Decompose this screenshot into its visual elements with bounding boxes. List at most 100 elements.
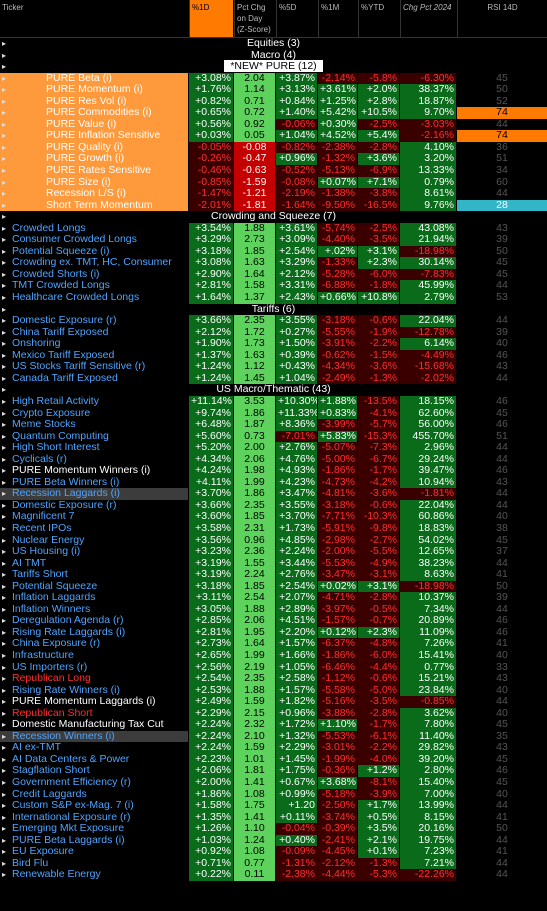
row-name[interactable]: ▸ Credit Laggards: [0, 789, 188, 801]
table-row[interactable]: ▸ Quantum Computing +5.60% 0.73 -7.01% +5.83%…: [0, 430, 547, 443]
table-row[interactable]: ▸ PURE Beta Laggards (i) +1.03% 1.24 +0.40% -…: [0, 834, 547, 847]
table-row[interactable]: ▸ AI ex-TMT +2.24% 1.59 +2.29% -3.01% -2.2% 29.…: [0, 742, 547, 754]
table-row[interactable]: ▸ PURE Momentum Winners (i) +4.24% 1.98 +4.9…: [0, 465, 547, 477]
table-row[interactable]: ▸ Infrastructure +2.65% 1.99 +1.66% -1.86% -6.…: [0, 649, 547, 662]
row-name[interactable]: ▸ Rising Rate Laggards (i): [0, 627, 188, 639]
table-row[interactable]: ▸ Canada Tariff Exposed +1.24% 1.45 +1.04% -2…: [0, 372, 547, 385]
row-name[interactable]: ▸ TMT Crowded Longs: [0, 280, 188, 292]
table-row[interactable]: ▸ Inflation Winners +3.05% 1.88 +2.89% -3.97%…: [0, 603, 547, 616]
row-name[interactable]: ▸ Infrastructure: [0, 650, 188, 662]
table-row[interactable]: ▸ PURE Beta Winners (i) +4.11% 1.99 +4.23% -4…: [0, 476, 547, 489]
table-row[interactable]: ▸ Emerging Mkt Exposure +1.26% 1.10 -0.04% -0…: [0, 823, 547, 835]
row-name[interactable]: ▸ International Exposure (r): [0, 812, 188, 824]
row-name[interactable]: ▸ PURE Commodities (i): [0, 107, 188, 119]
table-row[interactable]: ▸ China Tariff Exposed +2.12% 1.72 +0.27% -5.…: [0, 326, 547, 339]
table-row[interactable]: ▸ Crypto Exposure +9.74% 1.86 +11.33% +0.83% -…: [0, 407, 547, 420]
table-row[interactable]: ▸ Custom S&P ex-Mag. 7 (i) +1.58% 1.75 +1.20…: [0, 800, 547, 812]
row-name[interactable]: ▸ High Short Interest: [0, 442, 188, 454]
table-row[interactable]: ▸ Healthcare Crowded Longs +1.64% 1.37 +2.43…: [0, 292, 547, 304]
table-row[interactable]: ▸ Nuclear Energy +3.56% 0.96 +4.85% -2.98% -2.…: [0, 534, 547, 547]
table-row[interactable]: ▸ PURE Res Vol (i) +0.82% 0.71 +0.84% +1.25% +…: [0, 95, 547, 108]
table-row[interactable]: ▸ EU Exposure +0.92% 1.08 -0.09% -4.45% +0.1% 7…: [0, 846, 547, 858]
expand-arrow-icon[interactable]: ▸: [2, 62, 7, 72]
row-name[interactable]: ▸ PURE Inflation Sensitive: [0, 130, 188, 142]
table-row[interactable]: ▸ Magnificent 7 +3.60% 1.85 +3.70% -7.71% -10.…: [0, 511, 547, 523]
header-1d[interactable]: %1D: [189, 0, 233, 37]
row-name[interactable]: ▸ PURE Rates Sensitive: [0, 165, 188, 177]
expand-arrow-icon[interactable]: ▸: [2, 304, 7, 314]
table-row[interactable]: ▸ Stagflation Short +2.06% 1.81 +1.75% -0.36%…: [0, 765, 547, 777]
table-row[interactable]: ▸ High Short Interest +5.20% 2.00 +2.76% -5.0…: [0, 442, 547, 454]
row-name[interactable]: ▸ PURE Beta Winners (i): [0, 477, 188, 489]
expand-arrow-icon[interactable]: ▸: [2, 212, 7, 222]
row-name[interactable]: ▸ PURE Momentum Winners (i): [0, 465, 188, 477]
row-name[interactable]: ▸ US Housing (i): [0, 546, 188, 558]
row-name[interactable]: ▸ Rising Rate Winners (i): [0, 685, 188, 697]
table-row[interactable]: ▸ International Exposure (r) +1.35% 1.41 +0.…: [0, 811, 547, 824]
table-row[interactable]: ▸ Crowded Shorts (i) +2.90% 1.64 +2.12% -5.28…: [0, 268, 547, 281]
header-ytd[interactable]: %YTD: [358, 0, 399, 37]
table-row[interactable]: ▸ Recession L/S (i) -1.47% -1.21 -2.19% -1.38…: [0, 188, 547, 200]
table-row[interactable]: ▸ Domestic Manufacturing Tax Cut +2.24% 2.3…: [0, 719, 547, 731]
section-header[interactable]: ▸ US Macro/Thematic (43): [0, 384, 547, 396]
table-row[interactable]: ▸ PURE Inflation Sensitive +0.03% 0.05 +1.04…: [0, 130, 547, 142]
table-row[interactable]: ▸ AI TMT +3.19% 1.55 +3.44% -5.53% -4.9% 38.23%…: [0, 557, 547, 570]
table-row[interactable]: ▸ PURE Commodities (i) +0.65% 0.72 +1.40% +5.…: [0, 107, 547, 119]
row-name[interactable]: ▸ PURE Momentum (i): [0, 84, 188, 96]
row-name[interactable]: ▸ Emerging Mkt Exposure: [0, 823, 188, 835]
row-name[interactable]: ▸ Cyclicals (r): [0, 454, 188, 466]
table-row[interactable]: ▸ Domestic Exposure (r) +3.66% 2.35 +3.55% -3…: [0, 499, 547, 512]
row-name[interactable]: ▸ Inflation Winners: [0, 604, 188, 616]
table-row[interactable]: ▸ Inflation Laggards +3.11% 2.54 +2.07% -4.71…: [0, 592, 547, 604]
row-name[interactable]: ▸ PURE Value (i): [0, 118, 188, 131]
table-row[interactable]: ▸ US Stocks Tariff Sensitive (r) +1.24% 1.1…: [0, 361, 547, 373]
row-name[interactable]: ▸ PURE Quality (i): [0, 141, 188, 154]
row-name[interactable]: ▸ Recent IPOs: [0, 523, 188, 535]
table-row[interactable]: ▸ Tariffs Short +3.19% 2.24 +2.76% -3.47% -3.1…: [0, 569, 547, 581]
row-name[interactable]: ▸ Nuclear Energy: [0, 535, 188, 547]
expand-arrow-icon[interactable]: ▸: [2, 385, 7, 395]
table-row[interactable]: ▸ Crowding ex. TMT, HC, Consumer +3.08% 1.6…: [0, 257, 547, 269]
table-row[interactable]: ▸ US Housing (i) +3.23% 2.36 +2.24% -2.00% -5.…: [0, 546, 547, 558]
row-name[interactable]: ▸ Republican Short: [0, 708, 188, 720]
row-name[interactable]: ▸ Renewable Energy: [0, 869, 188, 881]
table-row[interactable]: ▸ Consumer Crowded Longs +3.29% 2.73 +3.09% -…: [0, 234, 547, 246]
table-row[interactable]: ▸ US Importers (r) +2.56% 2.19 +1.05% -6.46% -…: [0, 661, 547, 674]
table-row[interactable]: ▸ PURE Rates Sensitive -0.46% -0.63 -0.52% -5…: [0, 165, 547, 177]
table-row[interactable]: ▸ PURE Value (i) +0.56% 0.92 -0.06% +0.30% -2.…: [0, 118, 547, 131]
table-row[interactable]: ▸ Credit Laggards +1.86% 1.08 +0.99% -5.18% -3…: [0, 788, 547, 801]
expand-arrow-icon[interactable]: ▸: [2, 39, 7, 48]
row-name[interactable]: ▸ Quantum Computing: [0, 431, 188, 443]
row-name[interactable]: ▸ Inflation Laggards: [0, 592, 188, 604]
row-name[interactable]: ▸ Onshoring: [0, 338, 188, 350]
table-row[interactable]: ▸ Republican Short +2.29% 2.15 +0.96% -3.88% -…: [0, 707, 547, 720]
table-row[interactable]: ▸ Cyclicals (r) +4.34% 2.06 +4.76% -5.00% -6.7…: [0, 453, 547, 466]
row-name[interactable]: ▸ Healthcare Crowded Longs: [0, 292, 188, 304]
table-row[interactable]: ▸ Recent IPOs +3.58% 2.31 +1.73% -5.91% -9.8% 1…: [0, 522, 547, 535]
table-row[interactable]: ▸ Recession Laggards (i) +3.70% 1.86 +3.47% -…: [0, 488, 547, 500]
table-row[interactable]: ▸ Republican Long +2.54% 2.35 +2.58% -1.12% -0…: [0, 673, 547, 685]
table-row[interactable]: ▸ Government Efficiency (r) +2.00% 1.41 +0.6…: [0, 777, 547, 789]
row-name[interactable]: ▸ Recession Laggards (i): [0, 488, 188, 500]
row-name[interactable]: ▸ Stagflation Short: [0, 765, 188, 777]
header-rsi[interactable]: RSI 14D: [457, 0, 547, 37]
row-name[interactable]: ▸ High Retail Activity: [0, 396, 188, 408]
row-name[interactable]: ▸ Bird Flu: [0, 858, 188, 870]
row-name[interactable]: ▸ AI Data Centers & Power: [0, 754, 188, 766]
section-header[interactable]: ▸ Macro (4): [0, 49, 547, 62]
table-row[interactable]: ▸ PURE Size (i) -0.85% -1.59 -0.08% +0.07% +7.…: [0, 176, 547, 189]
row-name[interactable]: ▸ Magnificent 7: [0, 511, 188, 523]
header-2024[interactable]: Chg Pct 2024: [400, 0, 456, 37]
table-row[interactable]: ▸ Onshoring +1.90% 1.73 +1.50% -3.91% -2.2% 6.1…: [0, 338, 547, 350]
row-name[interactable]: ▸ US Importers (r): [0, 662, 188, 674]
table-row[interactable]: ▸ PURE Quality (i) -0.05% -0.08 -0.82% -2.38%…: [0, 141, 547, 154]
header-1m[interactable]: %1M: [318, 0, 357, 37]
table-row[interactable]: ▸ Meme Stocks +6.48% 1.87 +8.36% -3.99% -5.7% 5…: [0, 419, 547, 431]
row-name[interactable]: ▸ Short Term Momentum: [0, 199, 188, 212]
row-name[interactable]: ▸ Consumer Crowded Longs: [0, 234, 188, 246]
table-row[interactable]: ▸ Potential Squeeze (i) +3.18% 1.85 +2.54% +.…: [0, 245, 547, 258]
table-row[interactable]: ▸ Potential Squeeze +3.18% 1.85 +2.54% +0.02%…: [0, 580, 547, 593]
row-name[interactable]: ▸ Crypto Exposure: [0, 408, 188, 420]
row-name[interactable]: ▸ Recession Winners (i): [0, 730, 188, 743]
table-row[interactable]: ▸ China Exposure (r) +2.73% 1.64 +1.57% -6.37…: [0, 638, 547, 650]
